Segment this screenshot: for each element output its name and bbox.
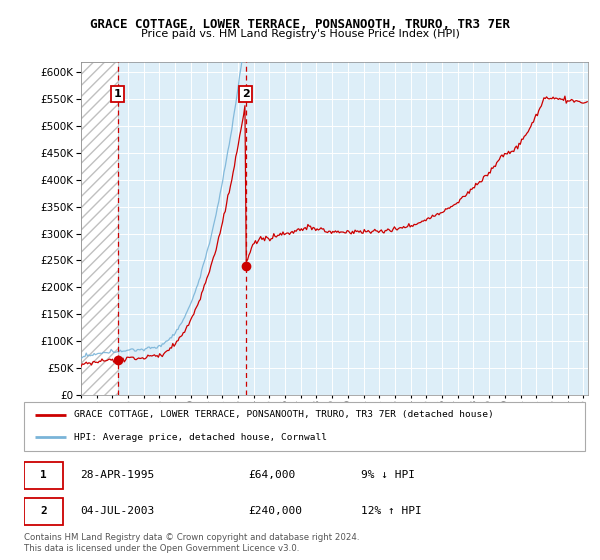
Text: 1: 1 bbox=[40, 470, 47, 480]
Text: £64,000: £64,000 bbox=[248, 470, 296, 480]
FancyBboxPatch shape bbox=[24, 498, 63, 525]
Text: 2: 2 bbox=[242, 89, 250, 99]
Text: GRACE COTTAGE, LOWER TERRACE, PONSANOOTH, TRURO, TR3 7ER (detached house): GRACE COTTAGE, LOWER TERRACE, PONSANOOTH… bbox=[74, 410, 494, 419]
Text: HPI: Average price, detached house, Cornwall: HPI: Average price, detached house, Corn… bbox=[74, 433, 328, 442]
Text: £240,000: £240,000 bbox=[248, 506, 302, 516]
FancyBboxPatch shape bbox=[24, 462, 63, 489]
FancyBboxPatch shape bbox=[24, 402, 585, 451]
Text: 28-APR-1995: 28-APR-1995 bbox=[80, 470, 154, 480]
Text: 12% ↑ HPI: 12% ↑ HPI bbox=[361, 506, 421, 516]
Text: 04-JUL-2003: 04-JUL-2003 bbox=[80, 506, 154, 516]
Text: Price paid vs. HM Land Registry's House Price Index (HPI): Price paid vs. HM Land Registry's House … bbox=[140, 29, 460, 39]
Text: 2: 2 bbox=[40, 506, 47, 516]
Bar bbox=[81, 62, 118, 395]
Text: Contains HM Land Registry data © Crown copyright and database right 2024.
This d: Contains HM Land Registry data © Crown c… bbox=[24, 533, 359, 553]
Text: 9% ↓ HPI: 9% ↓ HPI bbox=[361, 470, 415, 480]
Bar bbox=[81, 62, 118, 395]
Text: GRACE COTTAGE, LOWER TERRACE, PONSANOOTH, TRURO, TR3 7ER: GRACE COTTAGE, LOWER TERRACE, PONSANOOTH… bbox=[90, 18, 510, 31]
Text: 1: 1 bbox=[113, 89, 121, 99]
